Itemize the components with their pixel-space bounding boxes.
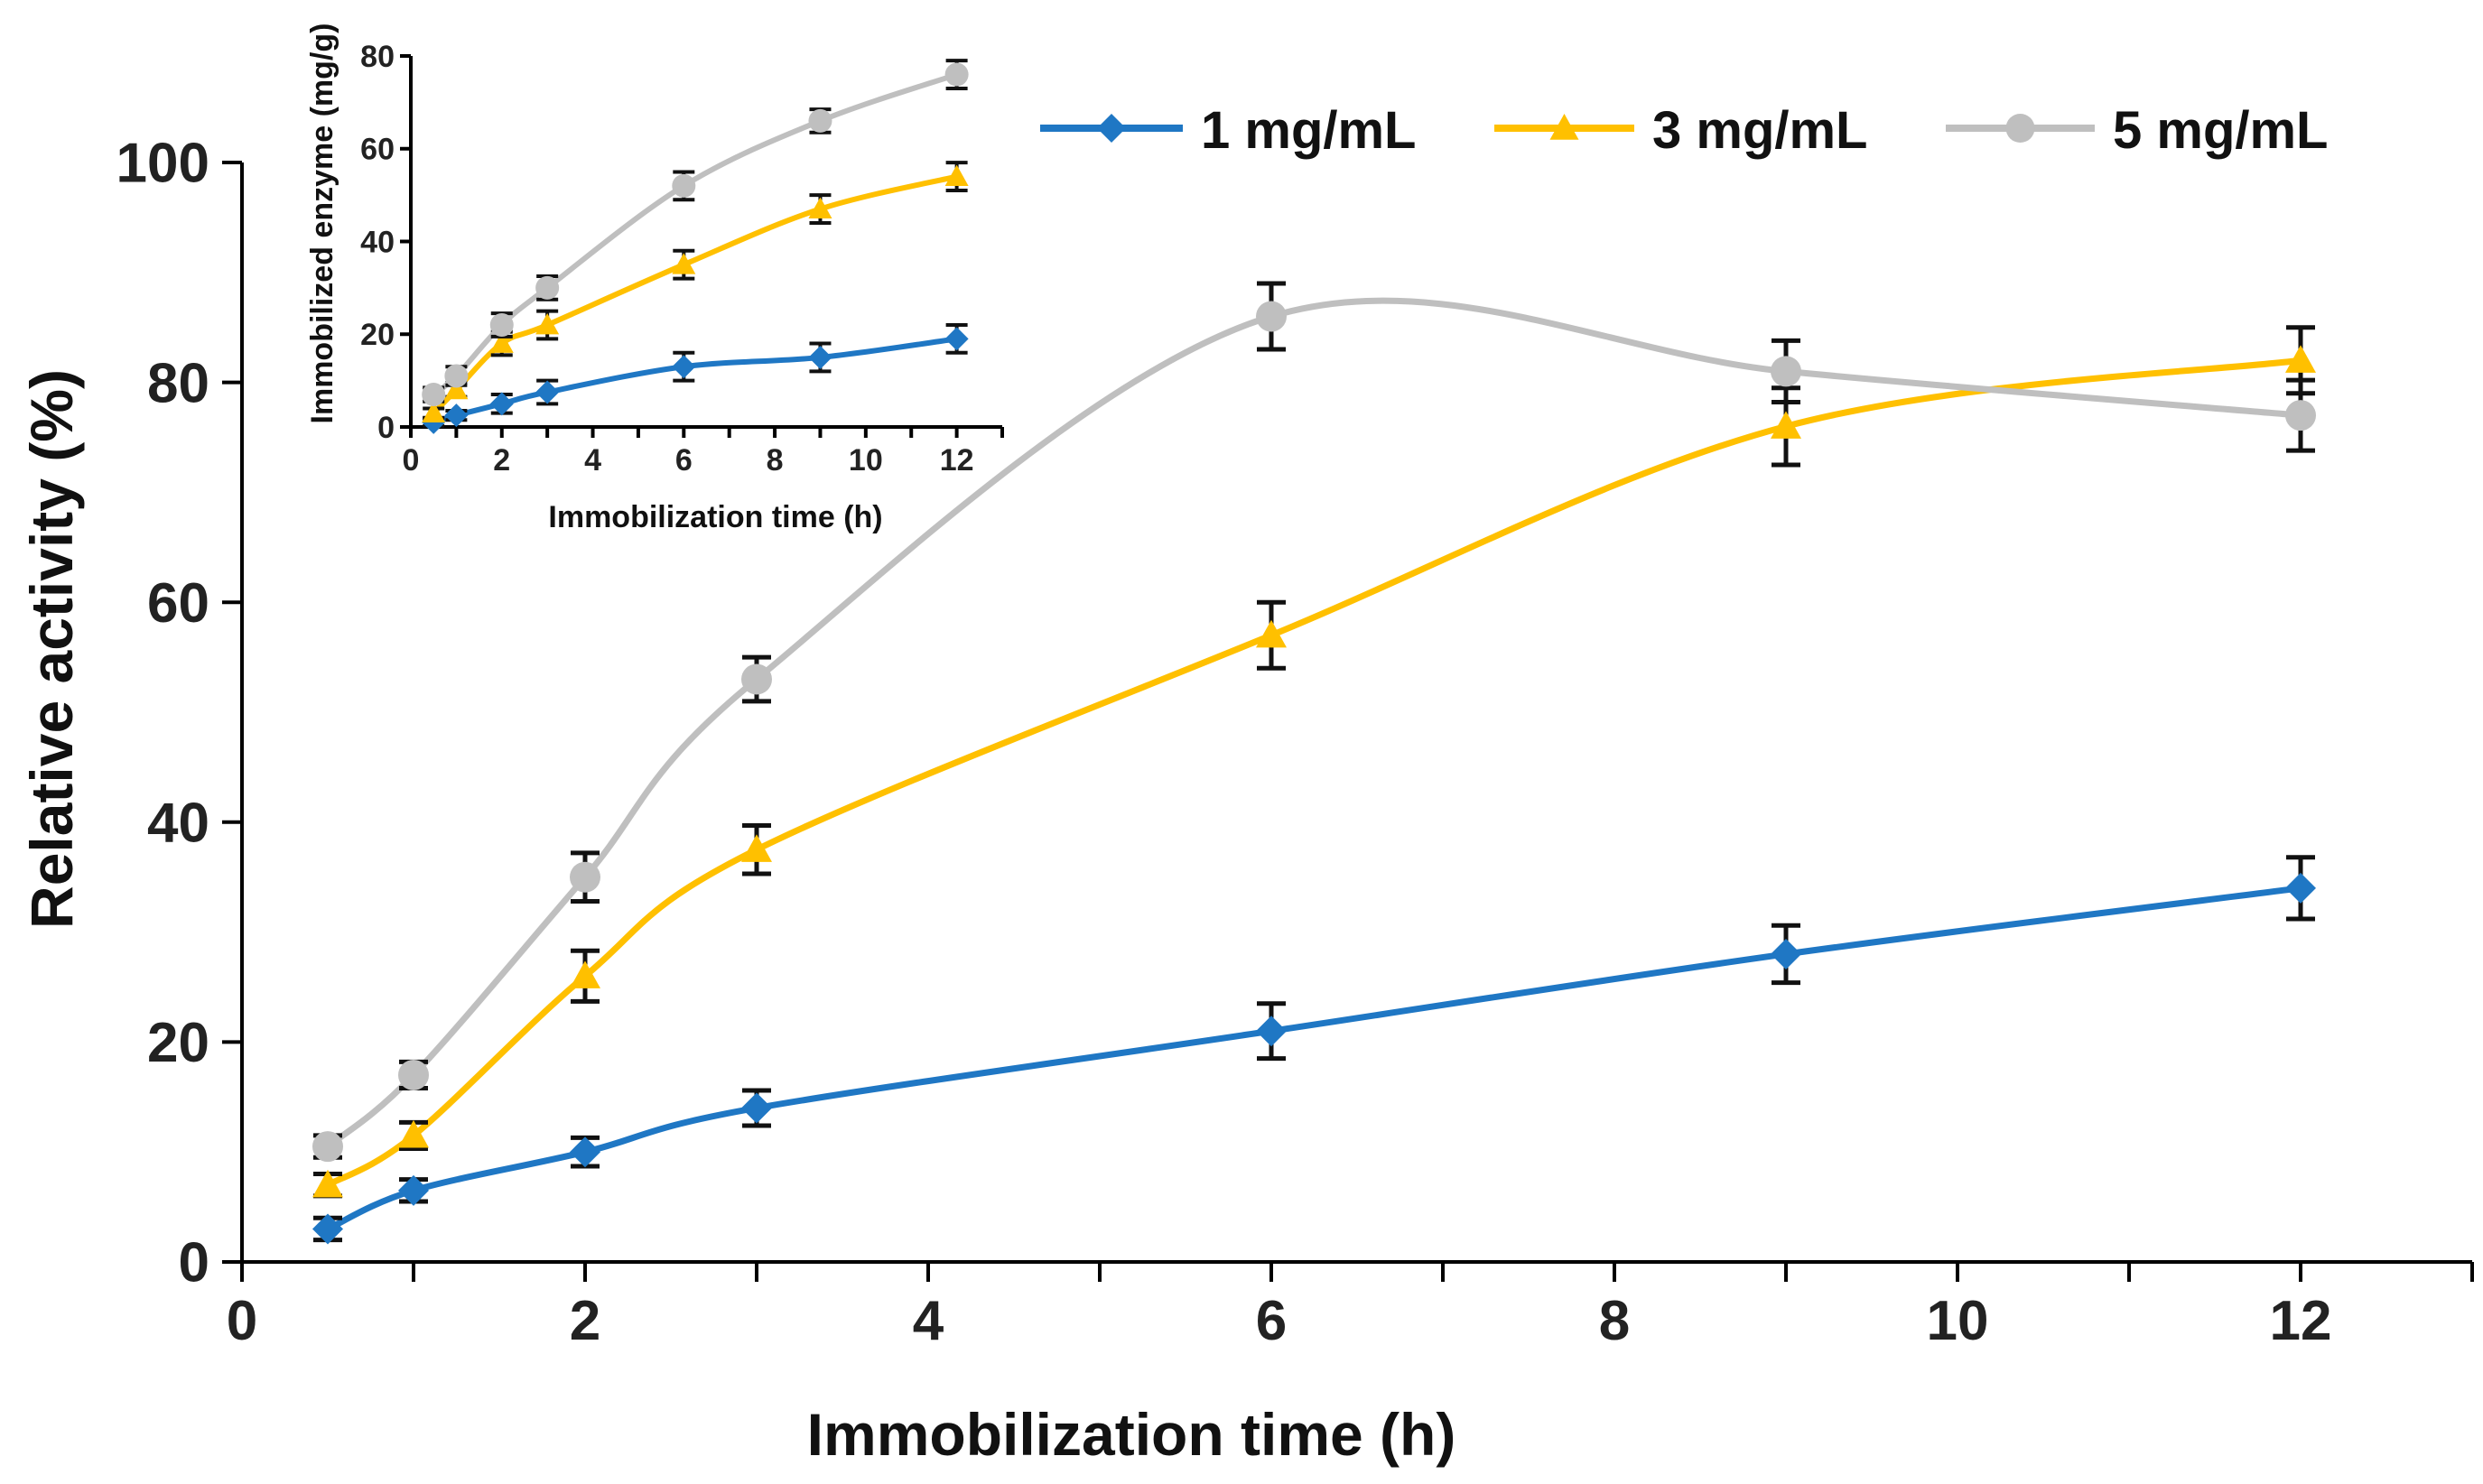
data-point — [1771, 938, 1801, 969]
x-tick-label: 0 — [403, 443, 420, 478]
series-5-mg-ml — [422, 59, 969, 407]
data-point — [422, 383, 446, 407]
data-point — [2285, 872, 2316, 904]
x-tick-label: 10 — [1927, 1290, 1989, 1352]
x-tick-label: 10 — [849, 443, 883, 478]
data-point — [944, 327, 969, 351]
data-point — [1771, 356, 1801, 387]
series-line — [325, 297, 2302, 1149]
data-point — [2285, 400, 2316, 431]
inset-plot: 0 20 40 60 80 0 2 4 6 8 10 12 Immobilization time (h… — [305, 23, 1004, 534]
data-point — [398, 1119, 429, 1148]
data-point — [535, 312, 560, 335]
data-point — [444, 403, 469, 428]
x-tick-label: 0 — [227, 1290, 257, 1352]
data-point — [444, 377, 469, 400]
data-point — [944, 164, 969, 186]
data-point — [1771, 411, 1801, 439]
y-tick-label: 60 — [147, 572, 209, 635]
data-point — [444, 364, 469, 388]
series-1-mg-ml — [312, 855, 2316, 1245]
data-point — [672, 355, 696, 379]
data-point — [489, 312, 514, 337]
x-tick-label: 12 — [940, 443, 974, 478]
y-tick-label: 20 — [147, 1012, 209, 1074]
data-point — [2285, 345, 2316, 373]
y-tick-label: 40 — [147, 793, 209, 855]
series-line — [326, 885, 2302, 1232]
series-3-mg-ml — [312, 325, 2316, 1199]
data-point — [1256, 301, 1287, 332]
data-point — [570, 861, 600, 893]
y-tick-label: 40 — [360, 225, 395, 259]
data-point — [312, 1169, 343, 1198]
y-tick-label: 80 — [360, 40, 395, 74]
data-point — [398, 1059, 429, 1090]
data-point — [535, 380, 560, 404]
legend-item-3: 5 mg/mL — [1946, 101, 2329, 160]
legend-item-2: 3 mg/mL — [1494, 101, 1868, 160]
x-tick-label: 2 — [570, 1290, 600, 1352]
series-line — [326, 357, 2302, 1188]
series-5-mg-ml — [312, 281, 2316, 1163]
data-point — [944, 62, 969, 87]
series-line — [432, 71, 958, 397]
y-tick-label: 80 — [147, 352, 209, 414]
x-tick-label: 8 — [1599, 1290, 1630, 1352]
legend: 1 mg/mL 3 mg/mL 5 mg/mL — [1040, 101, 2329, 160]
x-tick-label: 4 — [584, 443, 601, 478]
data-point — [489, 331, 514, 353]
y-tick-label: 100 — [116, 133, 209, 195]
data-point — [422, 401, 446, 422]
legend-marker — [1549, 114, 1579, 140]
x-tick-label: 8 — [767, 443, 784, 478]
data-point — [312, 1131, 343, 1163]
data-point — [741, 1092, 772, 1124]
data-point — [535, 275, 560, 300]
data-point — [570, 1136, 600, 1168]
x-tick-label: 12 — [2270, 1290, 2332, 1352]
series-1-mg-ml — [422, 322, 969, 434]
data-point — [489, 392, 514, 416]
x-tick-label: 4 — [913, 1290, 944, 1352]
legend-marker — [1097, 114, 1126, 143]
series-3-mg-ml — [422, 161, 969, 422]
data-point — [741, 834, 772, 862]
legend-label: 1 mg/mL — [1201, 101, 1417, 160]
data-point — [672, 173, 696, 198]
data-point — [1256, 619, 1287, 648]
legend-label: 5 mg/mL — [2113, 101, 2329, 160]
data-point — [672, 253, 696, 274]
y-axis-title: Relative activity (%) — [18, 369, 85, 929]
data-point — [312, 1213, 343, 1245]
data-point — [570, 960, 600, 988]
x-tick-label: 6 — [1256, 1290, 1287, 1352]
x-tick-label: 2 — [493, 443, 510, 478]
data-point — [808, 345, 832, 369]
data-point — [741, 663, 772, 695]
y-tick-label: 20 — [360, 318, 395, 352]
data-point — [1256, 1016, 1287, 1047]
x-axis-title: Immobilization time (h) — [807, 1401, 1456, 1468]
y-tick-label: 0 — [179, 1232, 209, 1294]
x-axis-title: Immobilization time (h) — [548, 500, 882, 534]
y-tick-label: 0 — [377, 411, 395, 445]
y-axis-title: Immobilized enzyme (mg/g) — [305, 23, 339, 424]
y-tick-label: 60 — [360, 133, 395, 167]
x-tick-label: 6 — [675, 443, 693, 478]
series-line — [432, 173, 958, 415]
legend-label: 3 mg/mL — [1652, 101, 1868, 160]
legend-item-1: 1 mg/mL — [1040, 101, 1417, 160]
data-point — [398, 1174, 429, 1206]
legend-marker — [2005, 114, 2035, 143]
data-point — [808, 197, 832, 218]
data-point — [808, 108, 832, 133]
